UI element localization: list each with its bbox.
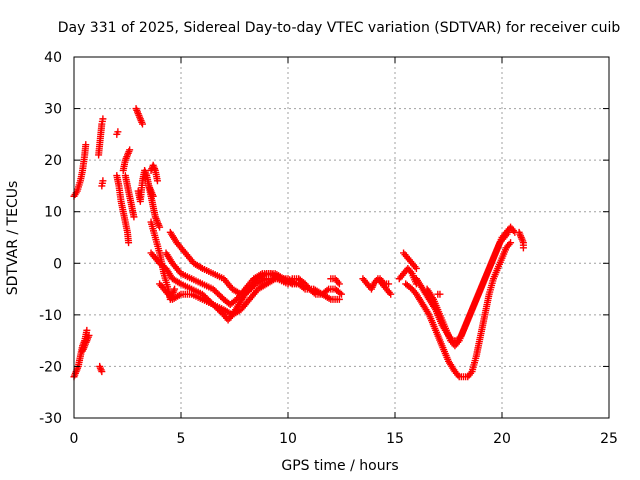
series-arc-c2 (113, 172, 133, 247)
series-arc-c3 (119, 146, 134, 174)
data-point (85, 331, 93, 339)
data-point (338, 290, 345, 298)
series-arc-e4 (162, 249, 301, 309)
data-point (82, 141, 90, 149)
series-arc-f2 (295, 280, 343, 303)
series-arc-h6 (434, 290, 444, 298)
y-tick-label: 30 (44, 102, 62, 118)
data-point (519, 244, 527, 252)
series-arc-h3 (402, 239, 515, 381)
x-tick-label: 20 (493, 431, 511, 447)
series-arc-d3 (147, 161, 161, 185)
x-tick-label: 25 (600, 431, 618, 447)
series-arc-h5 (423, 223, 519, 350)
x-tick-label: 5 (177, 431, 186, 447)
y-tick-label: 20 (44, 153, 62, 169)
data-point (336, 289, 344, 297)
series-arc-h2 (400, 249, 420, 272)
series-arc-a3 (79, 331, 93, 355)
data-point (97, 366, 105, 374)
series-arc-i1 (515, 228, 527, 252)
y-tick-label: 0 (53, 256, 62, 272)
series-arc-f3 (327, 275, 343, 288)
y-axis-label: SDTVAR / TECUs (5, 181, 21, 296)
data-point (412, 264, 420, 272)
data-point (138, 120, 146, 128)
data-point (335, 280, 343, 288)
series-arc-a1 (70, 141, 90, 200)
x-tick-label: 10 (279, 431, 297, 447)
x-tick-label: 0 (70, 431, 79, 447)
data-point (83, 326, 91, 334)
data-point (153, 177, 161, 185)
series-arc-g2 (376, 275, 393, 288)
data-point (130, 213, 138, 221)
series-arc-b3 (96, 362, 106, 376)
data-point (114, 128, 122, 136)
grid-lines (74, 57, 609, 418)
series-arc-b2 (98, 177, 107, 190)
y-tick-label: 10 (44, 205, 62, 221)
y-tick-label: -30 (39, 411, 62, 427)
data-point (125, 239, 133, 247)
x-axis: 0 5 10 15 20 25 (70, 57, 618, 447)
y-axis: -30 -20 -10 0 10 20 30 40 (39, 50, 609, 427)
data-point (436, 290, 444, 298)
y-tick-label: -20 (39, 359, 62, 375)
data-points (70, 105, 527, 381)
data-point (99, 115, 107, 123)
series-arc-c1 (113, 128, 122, 138)
y-tick-label: -10 (39, 308, 62, 324)
series-arc-b1 (95, 115, 107, 159)
series-arc-c4 (121, 172, 138, 221)
x-tick-label: 15 (386, 431, 404, 447)
data-point (96, 364, 104, 372)
data-point (98, 368, 106, 376)
data-point (387, 290, 395, 298)
y-tick-label: 40 (44, 50, 62, 66)
data-point (300, 284, 308, 292)
data-point (323, 286, 331, 294)
data-point (385, 280, 393, 288)
data-point (335, 295, 343, 303)
data-point (126, 146, 134, 154)
plot-frame (73, 56, 610, 419)
data-point (99, 177, 107, 185)
chart-title: Day 331 of 2025, Sidereal Day-to-day VTE… (58, 20, 621, 36)
data-point (507, 239, 515, 247)
x-axis-label: GPS time / hours (281, 458, 398, 474)
series-arc-d4 (145, 182, 164, 231)
series-arc-d1 (132, 105, 146, 128)
data-point (156, 223, 164, 231)
data-point (171, 285, 179, 293)
